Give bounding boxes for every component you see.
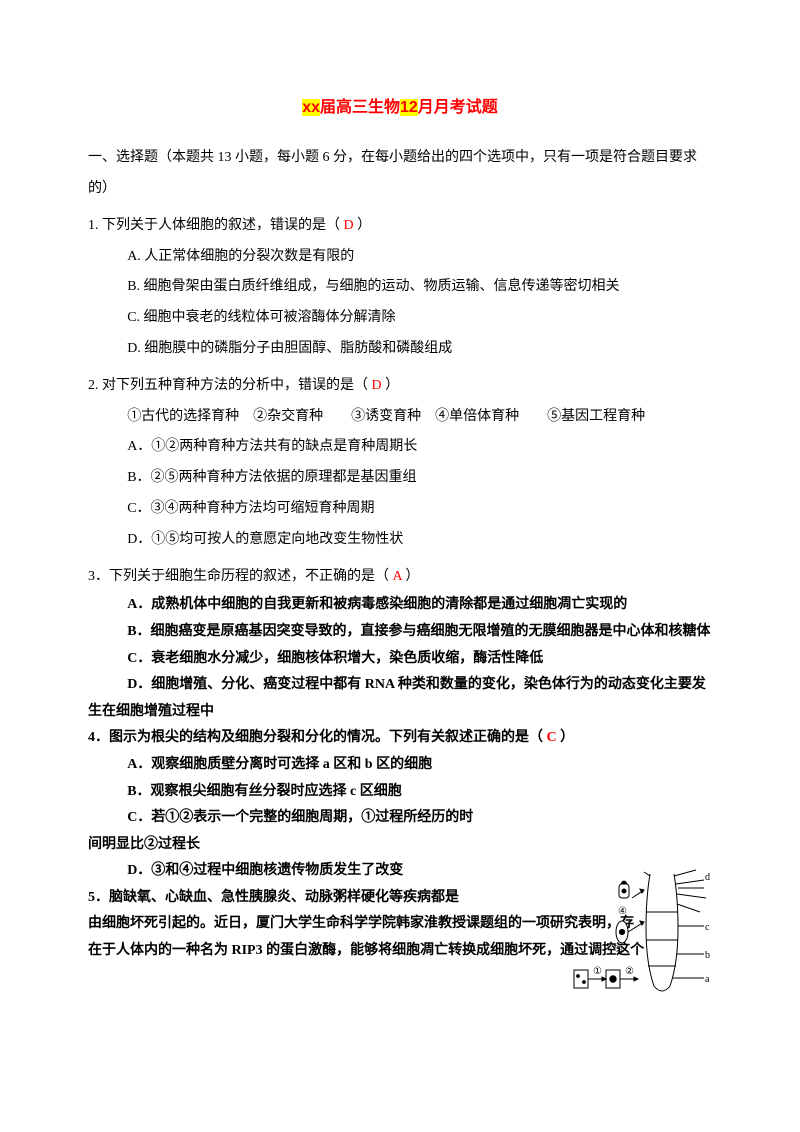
diagram-label-b: b xyxy=(705,950,710,961)
title-hl1: xx xyxy=(302,99,320,116)
section-intro: 一、选择题（本题共 13 小题，每小题 6 分，在每小题给出的四个选项中，只有一… xyxy=(88,143,712,205)
q3-stem-post: ） xyxy=(405,569,419,584)
q3-option-d: D．细胞增殖、分化、癌变过程中都有 RNA 种类和数量的变化，染色体行为的动态变… xyxy=(88,672,712,725)
q2-option-c: C．③④两种育种方法均可缩短育种周期 xyxy=(88,494,712,525)
page-title: xx届高三生物12月月考试题 xyxy=(88,90,712,125)
q2-option-d: D．①⑤均可按人的意愿定向地改变生物性状 xyxy=(88,525,712,556)
title-mid2: 月月考试题 xyxy=(418,99,498,116)
diagram-label-c: c xyxy=(705,922,710,933)
q2-answer: D xyxy=(368,378,385,393)
q3-option-c: C．衰老细胞水分减少，细胞核体积增大，染色质收缩，酶活性降低 xyxy=(88,646,712,673)
q4-option-a: A．观察细胞质壁分离时可选择 a 区和 b 区的细胞 xyxy=(88,752,712,779)
diagram-label-d: d xyxy=(705,872,710,883)
q1-stem-pre: 1. 下列关于人体细胞的叙述，错误的是（ xyxy=(88,218,340,233)
q4-stem-post: ） xyxy=(560,730,574,745)
title-mid1: 届高三生物 xyxy=(320,99,400,116)
question-1: 1. 下列关于人体细胞的叙述，错误的是（ D ） xyxy=(88,211,712,242)
q2-stem-pre: 2. 对下列五种育种方法的分析中，错误的是（ xyxy=(88,378,368,393)
q4-option-c-line1: C．若①②表示一个完整的细胞周期，①过程所经历的时 xyxy=(88,805,712,832)
q1-option-a: A. 人正常体细胞的分裂次数是有限的 xyxy=(88,242,712,273)
q1-answer: D xyxy=(340,218,357,233)
q4-stem-pre: 4．图示为根尖的结构及细胞分裂和分化的情况。下列有关叙述正确的是（ xyxy=(88,730,543,745)
q1-stem-post: ） xyxy=(357,218,371,233)
q4-option-b: B．观察根尖细胞有丝分裂时应选择 c 区细胞 xyxy=(88,779,712,806)
q1-option-c: C. 细胞中衰老的线粒体可被溶酶体分解清除 xyxy=(88,303,712,334)
q4-answer: C xyxy=(543,730,560,745)
diagram-label-4: ④ xyxy=(618,906,627,917)
q3-answer: A xyxy=(389,569,405,584)
q2-option-b: B．②⑤两种育种方法依据的原理都是基因重组 xyxy=(88,463,712,494)
q1-option-d: D. 细胞膜中的磷脂分子由胆固醇、脂肪酸和磷酸组成 xyxy=(88,334,712,365)
question-3: 3．下列关于细胞生命历程的叙述，不正确的是（ A ） xyxy=(88,562,712,593)
title-hl2: 12 xyxy=(400,99,418,116)
diagram-label-1: ① xyxy=(593,966,602,977)
q3-stem-pre: 3．下列关于细胞生命历程的叙述，不正确的是（ xyxy=(88,569,389,584)
q3-option-a: A．成熟机体中细胞的自我更新和被病毒感染细胞的清除都是通过细胞凋亡实现的 xyxy=(88,592,712,619)
q2-items: ①古代的选择育种 ②杂交育种 ③诱变育种 ④单倍体育种 ⑤基因工程育种 xyxy=(88,402,712,433)
q2-stem-post: ） xyxy=(385,378,399,393)
q1-option-b: B. 细胞骨架由蛋白质纤维组成，与细胞的运动、物质运输、信息传递等密切相关 xyxy=(88,272,712,303)
q4-option-c-line2: 间明显比②过程长 xyxy=(88,832,712,859)
diagram-label-a: a xyxy=(705,974,710,985)
question-4: 4．图示为根尖的结构及细胞分裂和分化的情况。下列有关叙述正确的是（ C ） xyxy=(88,725,712,752)
root-tip-diagram: d c b a ① ② ③ ④ xyxy=(572,868,712,998)
question-2: 2. 对下列五种育种方法的分析中，错误的是（ D ） xyxy=(88,371,712,402)
diagram-label-3: ③ xyxy=(614,944,623,955)
q3-option-b: B．细胞癌变是原癌基因突变导致的，直接参与癌细胞无限增殖的无膜细胞器是中心体和核… xyxy=(88,619,712,646)
diagram-label-2: ② xyxy=(625,966,634,977)
q2-option-a: A．①②两种育种方法共有的缺点是育种周期长 xyxy=(88,432,712,463)
